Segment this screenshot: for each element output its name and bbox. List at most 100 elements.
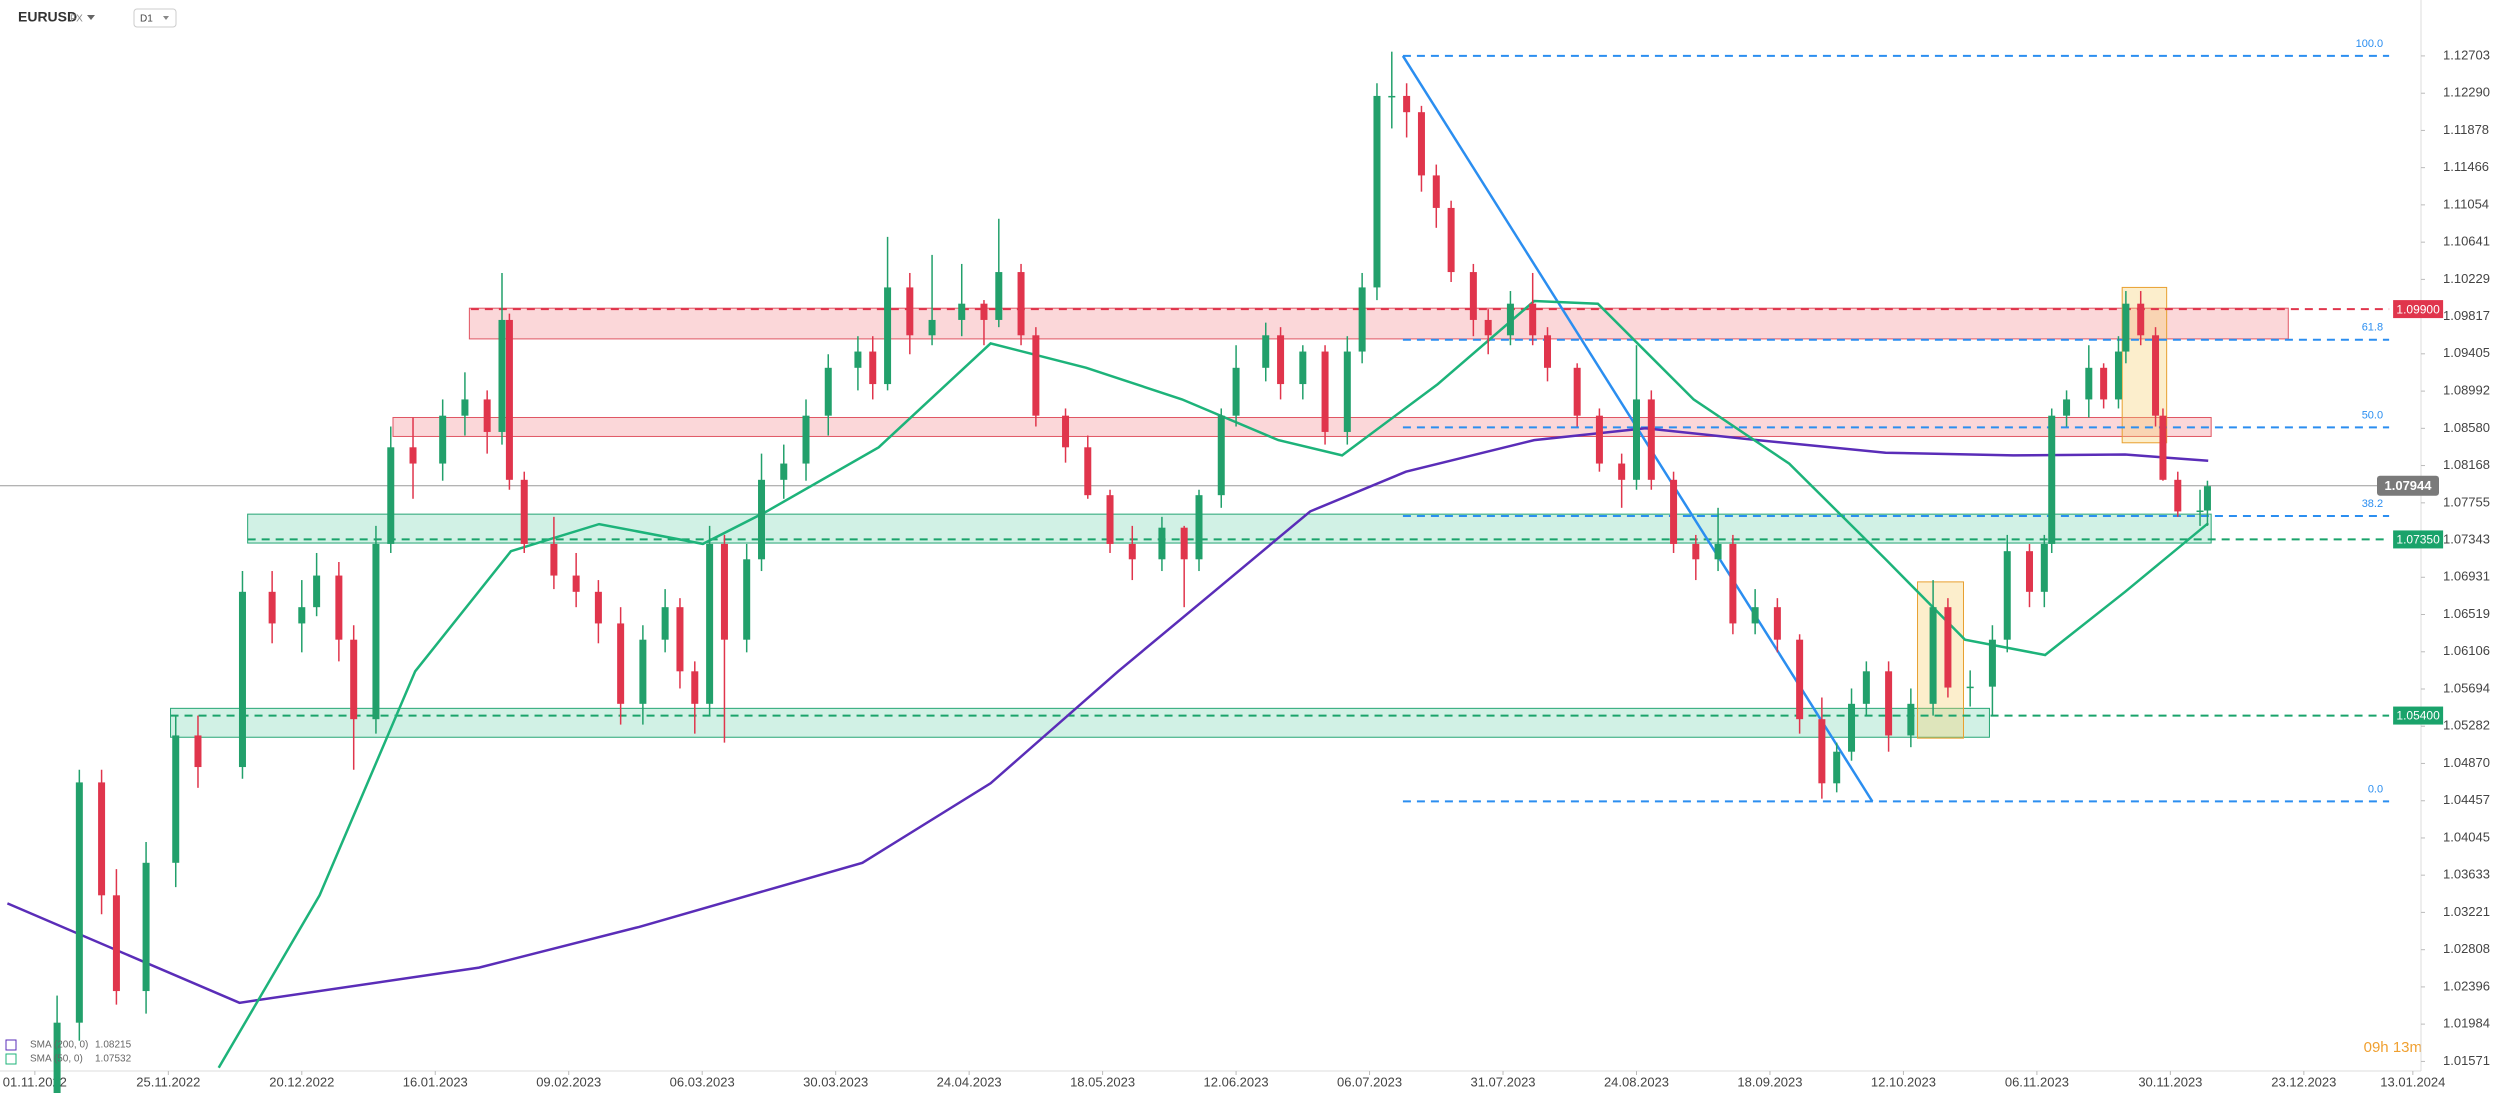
y-tick-label: 1.01571 [2443,1053,2490,1068]
candle-body [1128,543,1136,560]
candle-body [2085,367,2093,400]
candle-body [1484,319,1492,336]
candle-body [720,543,728,640]
candle-body [1388,95,1396,98]
zone [468,307,2289,340]
candle-body [98,782,106,896]
timer: 09h 13m [2364,1039,2422,1056]
candle-body [2003,551,2011,640]
fib-label: 50.0 [2362,409,2383,421]
candle-body [1885,671,1893,736]
candle-body [706,543,714,704]
candle-body [869,351,877,385]
candle-body [142,862,150,992]
y-tick-label: 1.03221 [2443,904,2490,919]
candle-body [75,782,83,1023]
candle-body [1262,335,1270,368]
y-tick-label: 1.02396 [2443,978,2490,993]
y-tick-label: 1.12290 [2443,85,2490,100]
legend-value: 1.08215 [95,1040,132,1051]
candle-body [854,351,862,368]
plot-area [0,51,2421,1093]
candle-body [928,319,936,336]
level-label: 1.09900 [2396,302,2440,316]
zone [247,513,2212,544]
candle-body [1544,335,1552,368]
candle-body [1618,463,1626,480]
candle-body [2122,303,2130,352]
candle-body [2196,510,2204,513]
x-tick-label: 30.03.2023 [803,1074,868,1089]
header: EURUSD FX D1 [18,8,177,28]
candle-body [1032,335,1040,416]
fib-label: 100.0 [2356,38,2384,50]
y-tick-label: 1.04457 [2443,792,2490,807]
legend-swatch [5,1053,17,1065]
candle-body [1529,303,1537,336]
candle-body [1106,495,1114,544]
y-tick-label: 1.10229 [2443,271,2490,286]
candle-body [1773,607,1781,640]
y-tick-label: 1.06519 [2443,606,2490,621]
candle-body [958,303,966,320]
candle-body [594,591,602,624]
candle-body [1862,671,1870,704]
y-tick-label: 1.10641 [2443,234,2490,249]
y-tick-label: 1.11054 [2443,196,2489,211]
candle-body [1833,751,1841,784]
level-badge [2393,530,2444,549]
y-tick-label: 1.02808 [2443,941,2490,956]
y-tick-label: 1.11878 [2443,122,2489,137]
sma-line [6,427,2209,1005]
candle-body [2203,486,2211,511]
candle-body [1217,415,1225,496]
candle-body [1506,303,1514,336]
dropdown-arrow[interactable] [87,15,95,20]
candle-body [1403,95,1411,113]
timeframe[interactable]: D1 [140,14,153,25]
candle-body [1017,272,1025,336]
y-tick-label: 1.07343 [2443,531,2490,546]
y-tick-label: 1.05282 [2443,718,2490,733]
candle-body [1907,703,1915,736]
x-tick-label: 06.03.2023 [670,1074,735,1089]
symbol[interactable]: EURUSD [18,9,77,25]
candle-body [498,319,506,432]
candle-body [1373,95,1381,288]
candle-body [298,607,306,624]
candle-body [505,319,513,480]
candle-body [461,399,469,416]
candle-body [194,735,202,768]
y-tick-label: 1.09405 [2443,345,2490,360]
fib-label: 0.0 [2368,783,2383,795]
candle-body [1848,703,1856,752]
candle-body [2114,351,2122,400]
candle-body [1277,335,1285,385]
x-tick-label: 31.07.2023 [1470,1074,1535,1089]
x-tick-label: 16.01.2023 [403,1074,468,1089]
zone [170,707,1990,738]
candle-body [550,543,558,576]
x-tick-label: 23.12.2023 [2271,1074,2336,1089]
candle-body [2025,551,2033,592]
timeframe-box[interactable] [133,8,177,28]
x-tick-label: 24.04.2023 [937,1074,1002,1089]
candle-body [1469,272,1477,320]
candle-body [172,735,180,863]
candle-body [802,415,810,464]
candle-body [1343,351,1351,432]
last-price-badge [2377,475,2439,496]
candle-body [1432,175,1440,208]
x-tick-label: 06.11.2023 [2005,1074,2069,1089]
x-tick-label: 20.12.2022 [269,1074,334,1089]
candle-body [1796,639,1804,720]
x-tick-label: 24.08.2023 [1604,1074,1669,1089]
candle-body [980,303,988,320]
candle-body [1751,607,1759,624]
last-price-label: 1.07944 [2385,478,2433,493]
y-tick-label: 1.08992 [2443,383,2490,398]
level-badge [2393,706,2444,725]
y-tick-label: 1.04045 [2443,829,2490,844]
y-tick-label: 1.06931 [2443,569,2490,584]
candle-body [1729,543,1737,624]
